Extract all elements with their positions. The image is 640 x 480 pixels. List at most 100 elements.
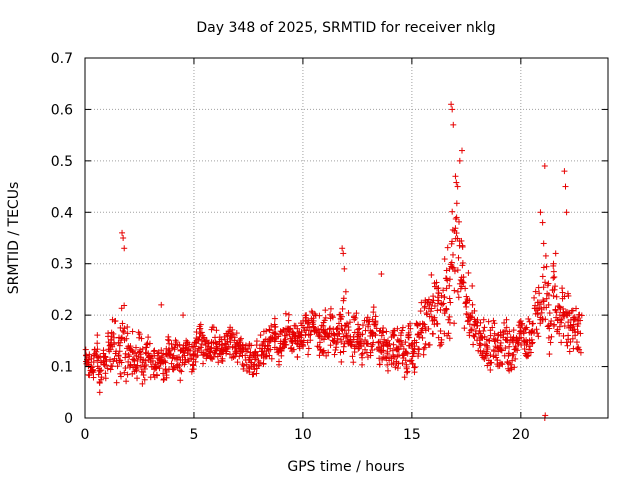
data-point — [502, 345, 509, 352]
data-point — [415, 345, 422, 352]
data-point — [490, 353, 497, 360]
data-point — [402, 339, 409, 346]
data-point — [564, 342, 571, 349]
data-point — [542, 412, 549, 419]
data-point — [518, 334, 525, 341]
data-point — [339, 245, 346, 252]
data-point — [90, 352, 97, 359]
data-point — [139, 345, 146, 352]
data-point — [370, 309, 377, 316]
data-point — [243, 348, 250, 355]
data-point — [452, 215, 459, 222]
data-point — [355, 345, 362, 352]
data-point — [183, 344, 190, 351]
data-point — [102, 353, 109, 360]
data-point — [573, 339, 580, 346]
data-point — [308, 308, 315, 315]
data-point — [118, 373, 125, 380]
data-point — [204, 353, 211, 360]
data-point — [367, 349, 374, 356]
data-point — [454, 183, 461, 190]
data-point — [446, 295, 453, 302]
data-point — [252, 348, 259, 355]
data-point — [526, 318, 533, 325]
data-point — [451, 268, 458, 275]
data-point — [151, 347, 158, 354]
data-point — [487, 352, 494, 359]
data-point — [246, 369, 253, 376]
data-point — [285, 317, 292, 324]
data-point — [159, 353, 166, 360]
data-point — [86, 372, 93, 379]
data-point — [121, 369, 128, 376]
data-point — [133, 366, 140, 373]
data-point — [509, 357, 516, 364]
data-point — [371, 321, 378, 328]
data-point — [338, 358, 345, 365]
data-point — [571, 326, 578, 333]
data-point — [164, 352, 171, 359]
data-point — [379, 356, 386, 363]
data-point — [305, 331, 312, 338]
data-point — [537, 301, 544, 308]
data-point — [431, 316, 438, 323]
data-point — [366, 318, 373, 325]
data-point — [120, 235, 127, 241]
data-point — [232, 350, 239, 357]
data-point — [397, 332, 404, 339]
data-point — [388, 334, 395, 341]
y-tick-label: 0.6 — [51, 102, 73, 118]
data-point — [118, 335, 125, 342]
data-point — [574, 317, 581, 324]
data-point — [365, 340, 372, 347]
y-tick-label: 0.5 — [51, 154, 73, 170]
data-point — [429, 330, 436, 337]
data-point — [446, 335, 453, 342]
x-tick-label: 10 — [294, 427, 312, 443]
data-point — [547, 320, 554, 327]
data-point — [265, 347, 272, 354]
data-point — [523, 341, 530, 348]
data-point — [428, 305, 435, 312]
data-point — [403, 349, 410, 356]
data-point — [205, 340, 212, 347]
data-point — [522, 350, 529, 357]
data-point — [259, 341, 266, 348]
data-point — [287, 325, 294, 332]
data-point — [428, 271, 435, 278]
data-point — [126, 345, 133, 352]
data-point — [461, 325, 468, 332]
data-point — [260, 360, 267, 367]
data-point — [440, 287, 447, 294]
data-point — [402, 357, 409, 364]
data-point — [487, 332, 494, 339]
data-point — [437, 328, 444, 335]
data-point — [442, 307, 449, 314]
data-point — [435, 289, 442, 296]
data-point — [431, 321, 438, 328]
data-point — [441, 256, 448, 263]
data-point — [399, 324, 406, 331]
data-point — [510, 327, 517, 334]
data-point — [217, 351, 224, 358]
data-point — [115, 353, 122, 360]
data-point — [540, 297, 547, 304]
data-point — [154, 372, 161, 379]
data-point — [90, 374, 97, 381]
data-point — [378, 332, 385, 339]
data-point — [546, 351, 553, 358]
data-point — [434, 307, 441, 314]
data-point — [168, 340, 175, 347]
data-point — [453, 230, 460, 237]
data-point — [500, 331, 507, 338]
data-point — [370, 339, 377, 346]
data-point — [469, 301, 476, 308]
data-point — [347, 338, 354, 345]
data-point — [354, 329, 361, 336]
data-point — [431, 303, 438, 310]
data-point — [305, 345, 312, 352]
data-point — [174, 361, 181, 368]
data-point — [565, 292, 572, 299]
data-point — [282, 336, 289, 343]
data-point — [521, 346, 528, 353]
